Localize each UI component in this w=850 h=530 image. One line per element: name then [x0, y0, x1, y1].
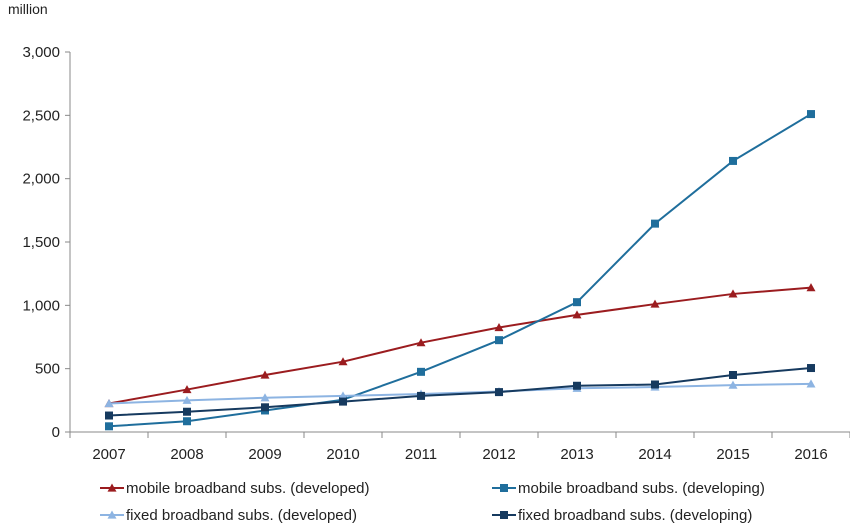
y-tick-label: 2,500 — [22, 107, 60, 124]
data-point — [416, 338, 426, 347]
data-point — [105, 411, 113, 420]
legend-label: mobile broadband subs. (developed) — [126, 480, 370, 497]
series-line — [108, 286, 812, 405]
y-tick-label: 500 — [35, 361, 60, 378]
series-line — [108, 113, 812, 428]
data-point — [806, 379, 816, 388]
data-point — [417, 367, 425, 376]
x-tick-label: 2013 — [560, 446, 593, 463]
data-point — [182, 385, 192, 394]
legend-item-2: mobile broadband subs. (developing) — [492, 480, 765, 497]
x-tick-label: 2009 — [248, 446, 281, 463]
legend-swatch-marker — [500, 484, 508, 492]
x-tick-label: 2008 — [170, 446, 203, 463]
data-point — [183, 417, 191, 426]
data-point — [260, 370, 270, 379]
data-point — [807, 364, 815, 373]
legend-item-4: fixed broadband subs. (developing) — [492, 507, 752, 524]
data-point — [807, 110, 815, 119]
series-1 — [104, 283, 816, 408]
data-point — [495, 336, 503, 345]
data-point — [494, 323, 504, 332]
series-layer — [104, 110, 816, 431]
data-point — [572, 310, 582, 319]
y-axis: 0 500 1,000 1,500 2,000 2,500 3,000 — [22, 44, 71, 441]
legend-swatch-marker — [500, 511, 508, 519]
data-point — [339, 397, 347, 406]
x-tick-label: 2015 — [716, 446, 749, 463]
data-point — [728, 289, 738, 298]
legend: mobile broadband subs. (developed) mobile… — [100, 480, 765, 524]
series-line — [108, 367, 812, 417]
data-point — [104, 399, 114, 408]
x-tick-label: 2014 — [638, 446, 671, 463]
data-point — [338, 357, 348, 366]
x-tick-label: 2010 — [326, 446, 359, 463]
x-tick-label: 2012 — [482, 446, 515, 463]
data-point — [729, 156, 737, 165]
y-unit-label: million — [8, 1, 48, 17]
y-tick-label: 1,500 — [22, 234, 60, 251]
data-point — [573, 298, 581, 307]
x-tick-label: 2016 — [794, 446, 827, 463]
data-point — [338, 391, 348, 400]
series-2 — [105, 110, 815, 431]
x-axis: 2007 2008 2009 2010 2011 2012 2013 2014 2015 2016 — [69, 431, 850, 463]
legend-label: mobile broadband subs. (developing) — [518, 480, 765, 497]
data-point — [417, 391, 425, 400]
series-line — [108, 382, 812, 405]
data-point — [651, 380, 659, 389]
y-tick-label: 3,000 — [22, 44, 60, 61]
x-tick-label: 2007 — [92, 446, 125, 463]
legend-item-3: fixed broadband subs. (developed) — [100, 507, 357, 524]
legend-swatch-marker — [107, 510, 117, 519]
y-tick-label: 2,000 — [22, 171, 60, 188]
data-point — [105, 422, 113, 431]
data-point — [729, 371, 737, 379]
data-point — [573, 381, 581, 390]
data-point — [261, 403, 269, 412]
data-point — [728, 380, 738, 389]
y-tick-label: 1,000 — [22, 297, 60, 314]
legend-swatch-marker — [107, 483, 117, 492]
series-4 — [105, 364, 815, 420]
legend-label: fixed broadband subs. (developed) — [126, 507, 357, 524]
data-point — [260, 393, 270, 402]
legend-item-1: mobile broadband subs. (developed) — [100, 480, 370, 497]
data-point — [183, 407, 191, 416]
x-tick-label: 2011 — [405, 446, 437, 463]
data-point — [182, 395, 192, 404]
legend-label: fixed broadband subs. (developing) — [518, 507, 752, 524]
data-point — [495, 388, 503, 397]
data-point — [806, 283, 816, 292]
y-tick-label: 0 — [52, 424, 60, 441]
data-point — [651, 219, 659, 228]
data-point — [650, 299, 660, 308]
